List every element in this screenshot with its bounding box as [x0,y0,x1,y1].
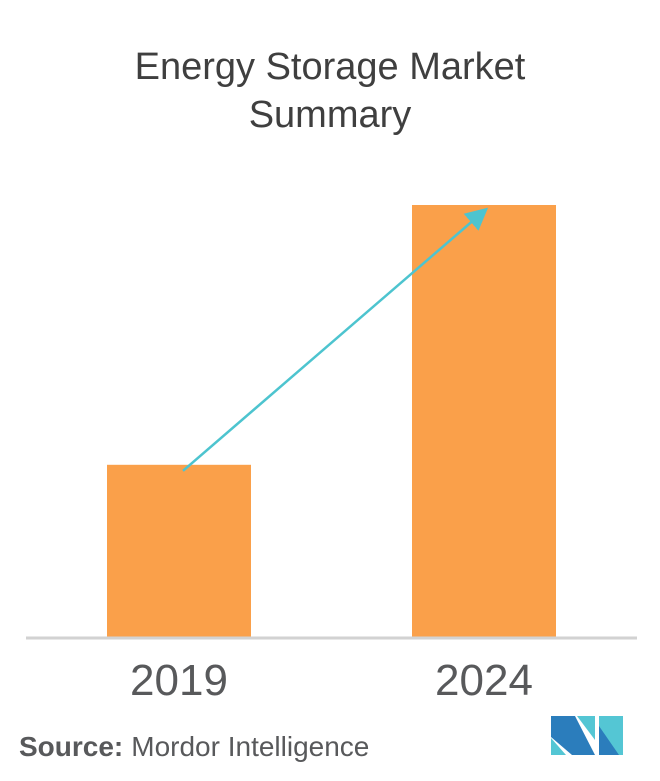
growth-arrow [182,207,489,472]
logo-m-teal-bottom-shape [551,738,566,755]
source-label: Source: [19,731,124,762]
mordor-intelligence-logo [551,716,623,755]
source-text: Mordor Intelligence [131,731,370,762]
source-line: Source: Mordor Intelligence [19,731,369,763]
bar-2024 [412,205,556,638]
x-axis-label-2024: 2024 [435,656,533,705]
chart-title: Energy Storage Market Summary [134,46,526,136]
logo-m-blue-ribbon-shape [551,716,595,755]
logo-m-teal-top-shape [577,716,595,740]
logo-i-blue-wedge-shape [599,726,619,755]
bar-2019 [107,464,251,638]
bars-group [107,205,556,638]
x-axis-label-2019: 2019 [130,656,228,705]
